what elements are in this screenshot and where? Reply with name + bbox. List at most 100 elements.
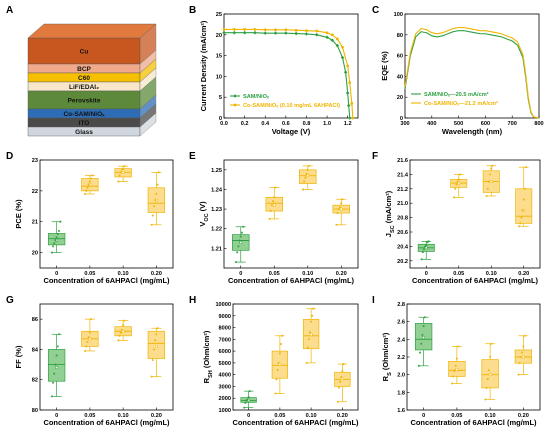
- pce-point-0-3: [54, 239, 57, 242]
- ff-point-1-3: [87, 336, 90, 339]
- ff-mean-3: [155, 345, 158, 348]
- rs-xtick-label-2: 0.10: [485, 413, 496, 419]
- rsh-point-3-2: [339, 380, 342, 383]
- jsc-point-2-2: [487, 180, 490, 183]
- jsc-point-1-5: [458, 173, 461, 176]
- jsc-point-3-3: [521, 209, 524, 212]
- pce-point-0-6: [57, 229, 61, 233]
- rs-point-3-3: [521, 351, 524, 354]
- voc-ytick-label-0: 1.21: [211, 246, 222, 252]
- jv-point-1-12: [335, 37, 339, 41]
- eqe-xtick-label-0: 300: [400, 121, 409, 127]
- eqe-legend-label-0: SAM/NiOₓ—20.5 mA/cm²: [424, 91, 489, 98]
- ff-point-0-5: [56, 345, 59, 348]
- rs-point-2-3: [487, 369, 490, 372]
- rsh-y-axis-title: RSH (Ohm/cm²): [202, 330, 214, 383]
- rsh-mean-2: [309, 333, 313, 336]
- jv-legend-marker-0: [233, 94, 237, 98]
- pce-ytick-label-2: 22: [32, 189, 38, 195]
- rsh-point-2-6: [312, 307, 315, 310]
- jv-point-1-3: [253, 27, 257, 31]
- jsc-point-3-5: [523, 187, 526, 190]
- jsc-box-chart: 20.2 20.4 20.6 20.8 21.0 21.2 21.4 21.6 0 0.05 0.1…: [384, 158, 541, 285]
- voc-ytick-label-1: 1.22: [211, 227, 222, 233]
- voc-point-0-1: [236, 251, 239, 254]
- ff-point-2-3: [120, 328, 123, 331]
- pce-xtick-label-0: 0: [55, 271, 58, 277]
- ff-xtick-label-2: 0.10: [118, 413, 129, 419]
- voc-point-0-3: [238, 239, 241, 242]
- jv-point-0-11: [330, 38, 335, 43]
- voc-point-1-3: [272, 200, 275, 203]
- rs-point-1-1: [452, 375, 455, 378]
- rs-point-2-4: [489, 355, 492, 359]
- ff-xtick-label-1: 0.05: [84, 413, 95, 419]
- voc-ytick-label-2: 1.23: [211, 207, 222, 213]
- jv-point-0-13: [340, 55, 345, 60]
- rs-ytick-label-0: 1.6: [397, 408, 405, 414]
- rsh-point-1-0: [274, 392, 277, 395]
- voc-xtick-label-0: 0: [239, 271, 242, 277]
- pce-point-0-0: [50, 251, 53, 254]
- rsh-ytick-label-0: 1000: [219, 408, 231, 414]
- rsh-point-1-6: [281, 334, 284, 337]
- ff-box-0: [47, 349, 66, 382]
- ff-point-3-2: [152, 348, 156, 351]
- ff-point-1-2: [86, 340, 89, 343]
- jv-ytick-label-0: 0: [219, 116, 222, 122]
- pce-x-axis-title: Concentration of 6AHPACl (mg/mL): [43, 276, 170, 285]
- panel-letter-a: A: [6, 5, 13, 16]
- ff-ytick-label-0: 80: [32, 408, 38, 414]
- jv-point-1-4: [263, 28, 267, 32]
- panel-letter-c: C: [372, 5, 379, 16]
- jsc-point-0-3: [424, 245, 427, 248]
- pce-ytick-label-3: 23: [32, 158, 38, 164]
- panel-letter-b: B: [189, 5, 196, 16]
- rsh-mean-1: [278, 362, 282, 366]
- jsc-point-2-5: [491, 164, 494, 167]
- pce-point-0-7: [59, 220, 62, 223]
- eqe-spectrum-chart: 0 20 40 60 80 100 300 400 500 600 700 800 Wavelength…: [380, 12, 544, 136]
- ff-mean-2: [121, 329, 125, 333]
- pce-point-0-1: [52, 245, 55, 248]
- rsh-point-0-5: [248, 390, 251, 393]
- jsc-point-0-6: [427, 240, 430, 243]
- pce-point-0-2: [53, 242, 56, 245]
- rsh-x-axis-title: Concentration of 6AHPACl (mg/mL): [232, 418, 359, 427]
- pce-frame: [39, 159, 174, 269]
- ff-point-1-4: [88, 331, 91, 334]
- voc-point-0-6: [242, 225, 245, 228]
- pce-ytick-label-1: 21: [32, 220, 38, 226]
- ff-xtick-label-0: 0: [55, 413, 58, 419]
- pce-point-1-2: [86, 186, 89, 189]
- jv-point-0-4: [263, 31, 268, 35]
- jsc-point-2-0: [485, 194, 488, 198]
- ff-point-1-1: [85, 345, 88, 348]
- rs-x-axis-title: Concentration of 6AHPACl (mg/mL): [410, 418, 537, 427]
- voc-point-2-2: [304, 176, 307, 179]
- rsh-xtick-label-0: 0: [247, 413, 250, 419]
- ff-point-3-0: [150, 375, 153, 378]
- voc-point-3-3: [339, 206, 342, 209]
- stack-top-face: [27, 23, 157, 39]
- rsh-point-2-3: [308, 331, 312, 334]
- jv-point-0-5: [273, 31, 278, 35]
- rsh-point-0-4: [247, 395, 250, 399]
- jv-point-1-7: [294, 28, 298, 32]
- ff-point-2-5: [123, 319, 126, 322]
- pce-point-0-4: [55, 236, 58, 239]
- eqe-x-axis-title: Wavelength (nm): [442, 127, 503, 136]
- jv-point-1-15: [348, 81, 352, 85]
- voc-point-0-4: [239, 235, 242, 238]
- rs-point-0-2: [420, 342, 423, 345]
- rs-xtick-label-3: 0.20: [518, 413, 529, 419]
- rsh-ytick-label-8: 9000: [219, 314, 231, 320]
- rsh-point-1-2: [276, 368, 279, 372]
- rs-ytick-label-5: 2.6: [397, 320, 405, 326]
- voc-point-1-4: [273, 196, 276, 199]
- ff-point-0-6: [57, 333, 61, 336]
- jsc-point-3-1: [519, 222, 522, 225]
- jsc-point-1-1: [454, 187, 457, 190]
- rsh-ytick-label-5: 6000: [219, 349, 231, 355]
